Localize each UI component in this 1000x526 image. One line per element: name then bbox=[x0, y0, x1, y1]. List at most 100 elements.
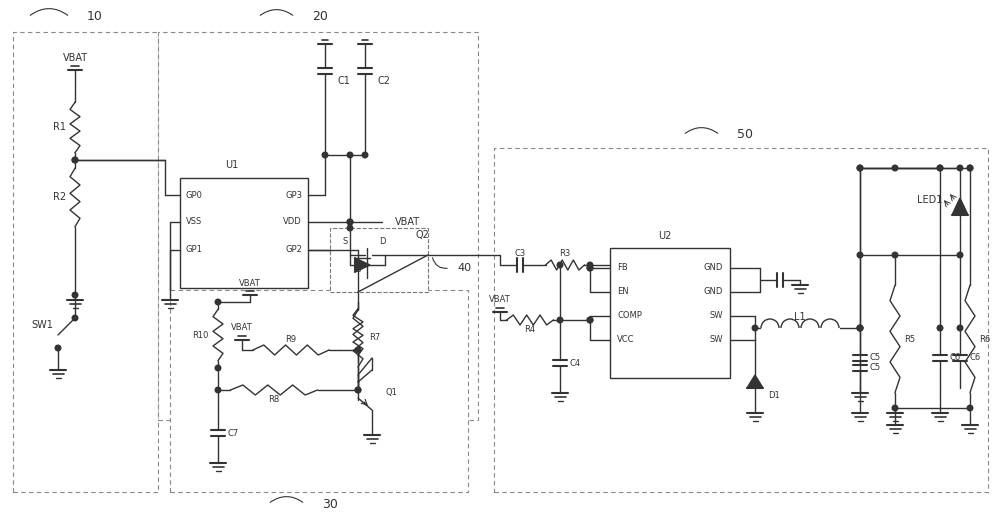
Circle shape bbox=[355, 387, 361, 393]
Text: VBAT: VBAT bbox=[231, 323, 253, 332]
Text: VBAT: VBAT bbox=[239, 278, 261, 288]
Text: LED1: LED1 bbox=[917, 195, 942, 205]
Circle shape bbox=[587, 265, 593, 271]
Text: R10: R10 bbox=[192, 330, 208, 339]
Circle shape bbox=[215, 365, 221, 371]
Circle shape bbox=[957, 165, 963, 171]
Circle shape bbox=[892, 165, 898, 171]
Text: 40: 40 bbox=[458, 263, 472, 273]
Circle shape bbox=[587, 317, 593, 323]
Text: GP3: GP3 bbox=[285, 190, 302, 199]
Circle shape bbox=[967, 165, 973, 171]
Circle shape bbox=[362, 152, 368, 158]
Text: VBAT: VBAT bbox=[489, 296, 511, 305]
Text: GP1: GP1 bbox=[186, 246, 203, 255]
Circle shape bbox=[857, 325, 863, 331]
Circle shape bbox=[355, 347, 361, 353]
Text: C1: C1 bbox=[338, 76, 351, 86]
Text: VCC: VCC bbox=[617, 336, 635, 345]
Text: SW: SW bbox=[710, 336, 723, 345]
Text: GND: GND bbox=[704, 264, 723, 272]
Text: GND: GND bbox=[704, 288, 723, 297]
Circle shape bbox=[557, 317, 563, 323]
Bar bbox=[180, 178, 308, 288]
Circle shape bbox=[967, 405, 973, 411]
Circle shape bbox=[347, 225, 353, 231]
Circle shape bbox=[215, 387, 221, 393]
Text: C6: C6 bbox=[949, 353, 961, 362]
Circle shape bbox=[937, 165, 943, 171]
Circle shape bbox=[355, 387, 361, 393]
Text: EN: EN bbox=[617, 288, 629, 297]
Text: C4: C4 bbox=[569, 359, 581, 368]
Text: R1: R1 bbox=[54, 123, 66, 133]
Text: 10: 10 bbox=[87, 11, 103, 24]
Text: VBAT: VBAT bbox=[62, 53, 88, 63]
Text: R4: R4 bbox=[524, 326, 536, 335]
Circle shape bbox=[587, 262, 593, 268]
Text: C2: C2 bbox=[378, 76, 391, 86]
Circle shape bbox=[347, 219, 353, 225]
Text: R7: R7 bbox=[369, 333, 381, 342]
Text: GP0: GP0 bbox=[186, 190, 203, 199]
Circle shape bbox=[557, 262, 563, 268]
Circle shape bbox=[857, 252, 863, 258]
Text: SW1: SW1 bbox=[31, 320, 53, 330]
Circle shape bbox=[967, 165, 973, 171]
Bar bbox=[610, 248, 730, 378]
Text: R3: R3 bbox=[559, 248, 571, 258]
Circle shape bbox=[752, 325, 758, 331]
Text: D: D bbox=[379, 238, 385, 247]
Text: R5: R5 bbox=[904, 335, 916, 343]
Circle shape bbox=[347, 219, 353, 225]
Text: U1: U1 bbox=[225, 160, 239, 170]
Circle shape bbox=[937, 325, 943, 331]
Circle shape bbox=[72, 315, 78, 321]
Text: S: S bbox=[342, 238, 348, 247]
Circle shape bbox=[322, 152, 328, 158]
Circle shape bbox=[957, 325, 963, 331]
Text: Q1: Q1 bbox=[385, 389, 397, 398]
Text: COMP: COMP bbox=[617, 311, 642, 320]
Circle shape bbox=[857, 165, 863, 171]
Text: FB: FB bbox=[617, 264, 628, 272]
Text: 50: 50 bbox=[737, 128, 753, 141]
Circle shape bbox=[72, 157, 78, 163]
Text: Q2: Q2 bbox=[415, 230, 429, 240]
Text: 30: 30 bbox=[322, 498, 338, 511]
Circle shape bbox=[857, 325, 863, 331]
Text: U2: U2 bbox=[658, 231, 672, 241]
Text: L1: L1 bbox=[794, 312, 806, 322]
Text: C5: C5 bbox=[869, 353, 881, 362]
Text: VDD: VDD bbox=[283, 217, 302, 227]
Text: VBAT: VBAT bbox=[395, 217, 420, 227]
Circle shape bbox=[857, 325, 863, 331]
Bar bbox=[13, 32, 158, 492]
Bar bbox=[158, 32, 478, 420]
Text: R8: R8 bbox=[268, 396, 280, 404]
Text: 20: 20 bbox=[312, 11, 328, 24]
Circle shape bbox=[55, 345, 61, 351]
Polygon shape bbox=[952, 198, 968, 215]
Bar bbox=[170, 290, 468, 492]
Text: C5: C5 bbox=[869, 363, 881, 372]
Text: G: G bbox=[355, 266, 361, 275]
Text: C3: C3 bbox=[514, 248, 526, 258]
Polygon shape bbox=[355, 258, 370, 272]
Text: D1: D1 bbox=[768, 390, 780, 400]
Text: GP2: GP2 bbox=[285, 246, 302, 255]
Circle shape bbox=[892, 405, 898, 411]
Text: R2: R2 bbox=[53, 193, 67, 203]
Bar bbox=[330, 228, 428, 292]
Circle shape bbox=[347, 152, 353, 158]
Polygon shape bbox=[747, 375, 763, 388]
Circle shape bbox=[892, 252, 898, 258]
Circle shape bbox=[215, 299, 221, 305]
Text: SW: SW bbox=[710, 311, 723, 320]
Circle shape bbox=[587, 317, 593, 323]
Text: R9: R9 bbox=[285, 336, 297, 345]
Circle shape bbox=[937, 165, 943, 171]
Circle shape bbox=[857, 165, 863, 171]
Text: C6: C6 bbox=[969, 353, 981, 362]
Text: C7: C7 bbox=[227, 429, 239, 438]
